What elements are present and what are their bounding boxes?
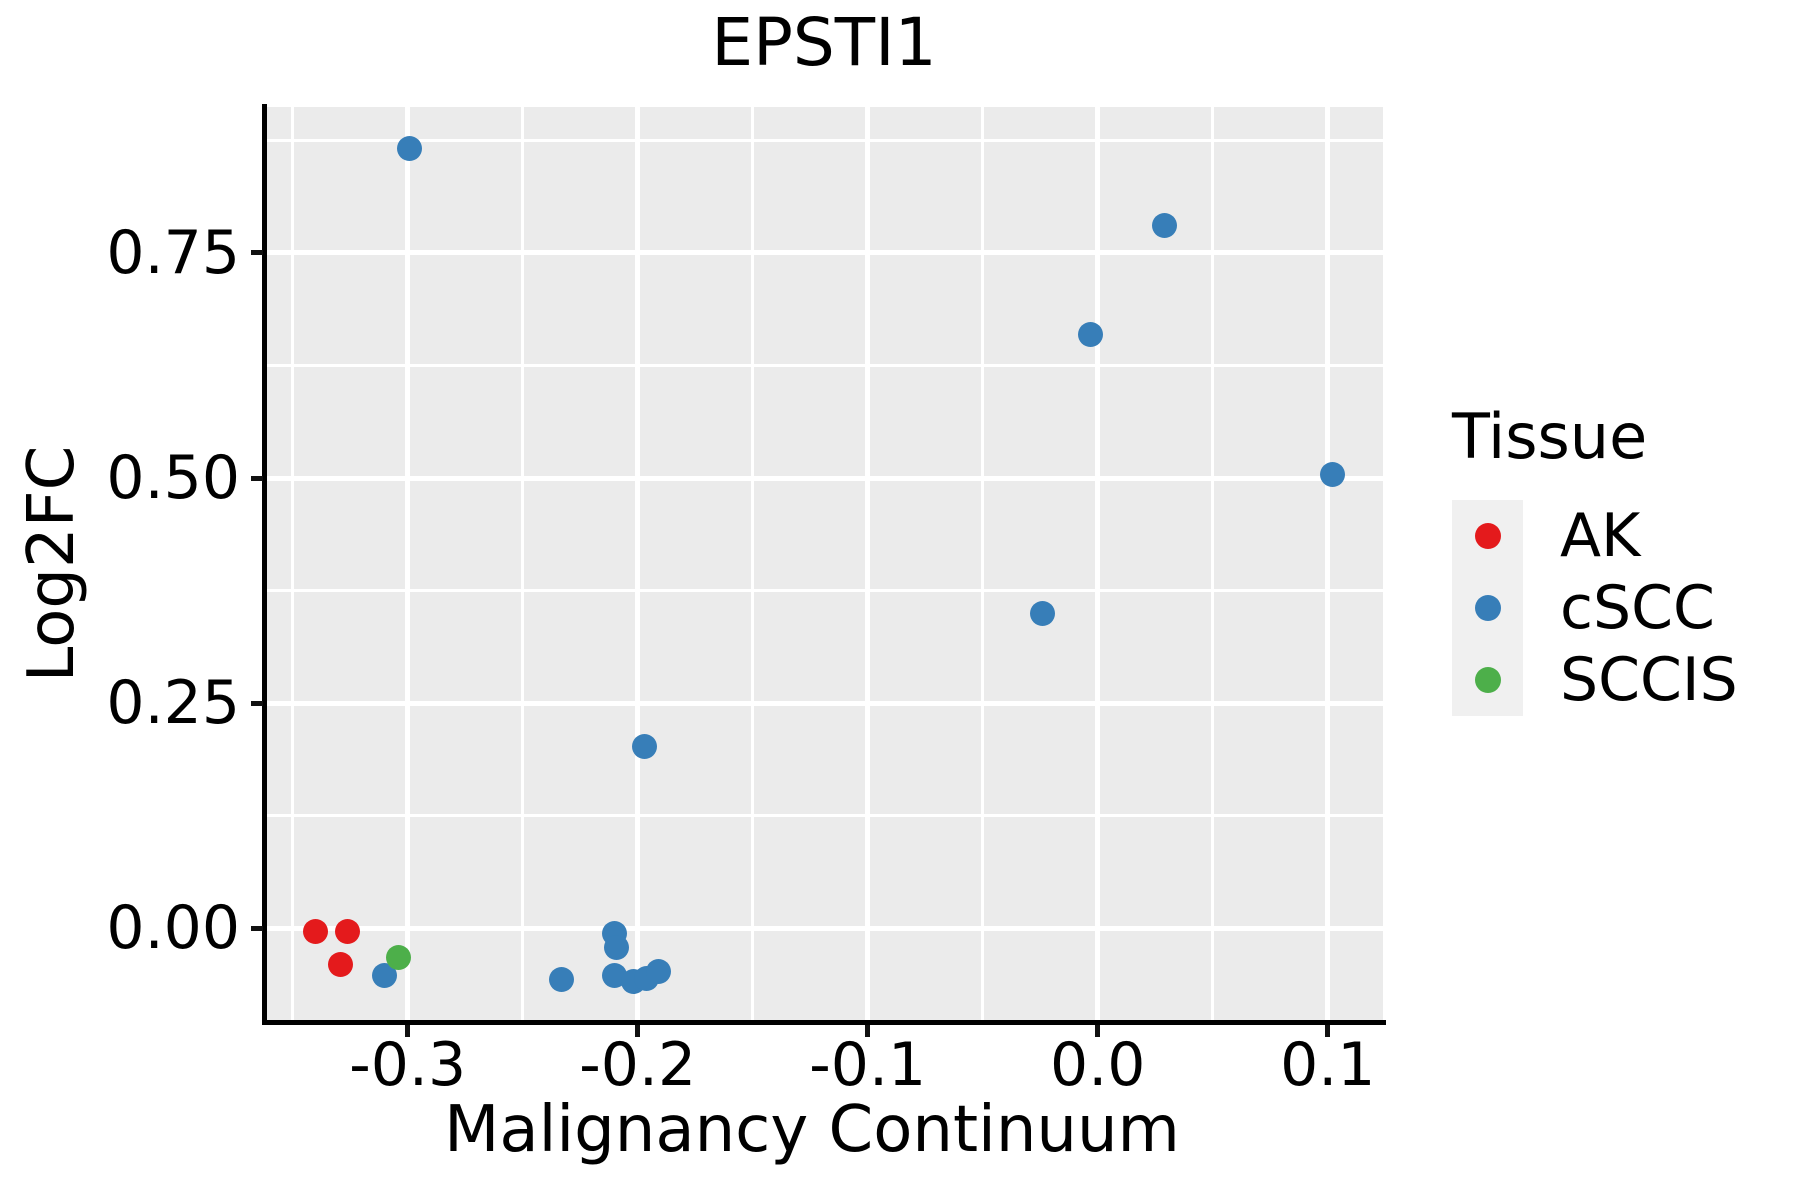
data-point-SCCIS [385,944,411,970]
x-tick [635,1025,641,1037]
x-minor-gridline [981,107,985,1022]
legend-key [1452,500,1523,572]
legend-item-label: cSCC [1560,573,1715,643]
y-tick-label: 0.75 [106,217,240,288]
data-point-cSCC [1030,600,1056,626]
data-point-AK [303,919,329,945]
data-point-AK [335,918,361,944]
data-point-cSCC [645,959,671,985]
x-tick [865,1025,871,1037]
y-tick-label: 0.25 [106,668,240,739]
x-major-gridline [865,107,871,1022]
data-point-cSCC [632,733,658,759]
y-axis-line [262,104,267,1025]
x-tick-label: 0.1 [1280,1030,1376,1100]
plot-title: EPSTI1 [711,4,937,81]
data-point-cSCC [1151,213,1177,239]
y-tick [251,925,263,931]
y-major-gridline [265,250,1383,256]
x-minor-gridline [521,107,525,1022]
legend-item-SCCIS: SCCIS [1450,644,1780,716]
x-major-gridline [1095,107,1101,1022]
y-major-gridline [265,475,1383,481]
x-tick-label: 0.0 [1050,1030,1146,1100]
y-tick [251,250,263,256]
y-tick [251,700,263,706]
plot-panel [265,107,1383,1022]
legend: Tissue AK cSCC SCCIS [1450,404,1780,716]
legend-item-label: SCCIS [1560,645,1738,715]
x-minor-gridline [291,107,295,1022]
y-tick [251,475,263,481]
legend-items: AK cSCC SCCIS [1450,500,1780,716]
legend-item-cSCC: cSCC [1450,572,1780,644]
x-minor-gridline [751,107,755,1022]
legend-item-AK: AK [1450,500,1780,572]
y-tick-label: 0.00 [106,893,240,964]
y-minor-gridline [265,589,1383,593]
legend-key [1452,644,1523,716]
x-tick [1325,1025,1331,1037]
y-minor-gridline [265,814,1383,818]
x-tick [1095,1025,1101,1037]
x-axis-line [262,1020,1386,1025]
x-tick-label: -0.3 [349,1030,467,1100]
y-major-gridline [265,925,1383,931]
data-point-cSCC [604,934,630,960]
data-point-cSCC [1319,461,1345,487]
x-major-gridline [1325,107,1331,1022]
y-tick-label: 0.50 [106,443,240,514]
data-point-cSCC [549,967,575,993]
x-tick [405,1025,411,1037]
y-major-gridline [265,700,1383,706]
legend-title: Tissue [1452,400,1648,473]
x-major-gridline [405,107,411,1022]
data-point-cSCC [397,135,423,161]
data-point-AK [328,951,354,977]
x-tick-label: -0.1 [809,1030,927,1100]
x-major-gridline [635,107,641,1022]
y-axis-title-text: Log2FC [15,445,89,683]
legend-key [1452,572,1523,644]
y-minor-gridline [265,363,1383,367]
legend-swatch-icon [1474,667,1501,693]
legend-item-label: AK [1560,501,1641,571]
legend-swatch-icon [1474,523,1501,549]
legend-swatch-icon [1474,595,1501,621]
data-point-cSCC [1078,322,1104,348]
x-tick-label: -0.2 [579,1030,697,1100]
y-minor-gridline [265,138,1383,142]
x-axis-title: Malignancy Continuum [444,1093,1180,1167]
x-minor-gridline [1211,107,1215,1022]
